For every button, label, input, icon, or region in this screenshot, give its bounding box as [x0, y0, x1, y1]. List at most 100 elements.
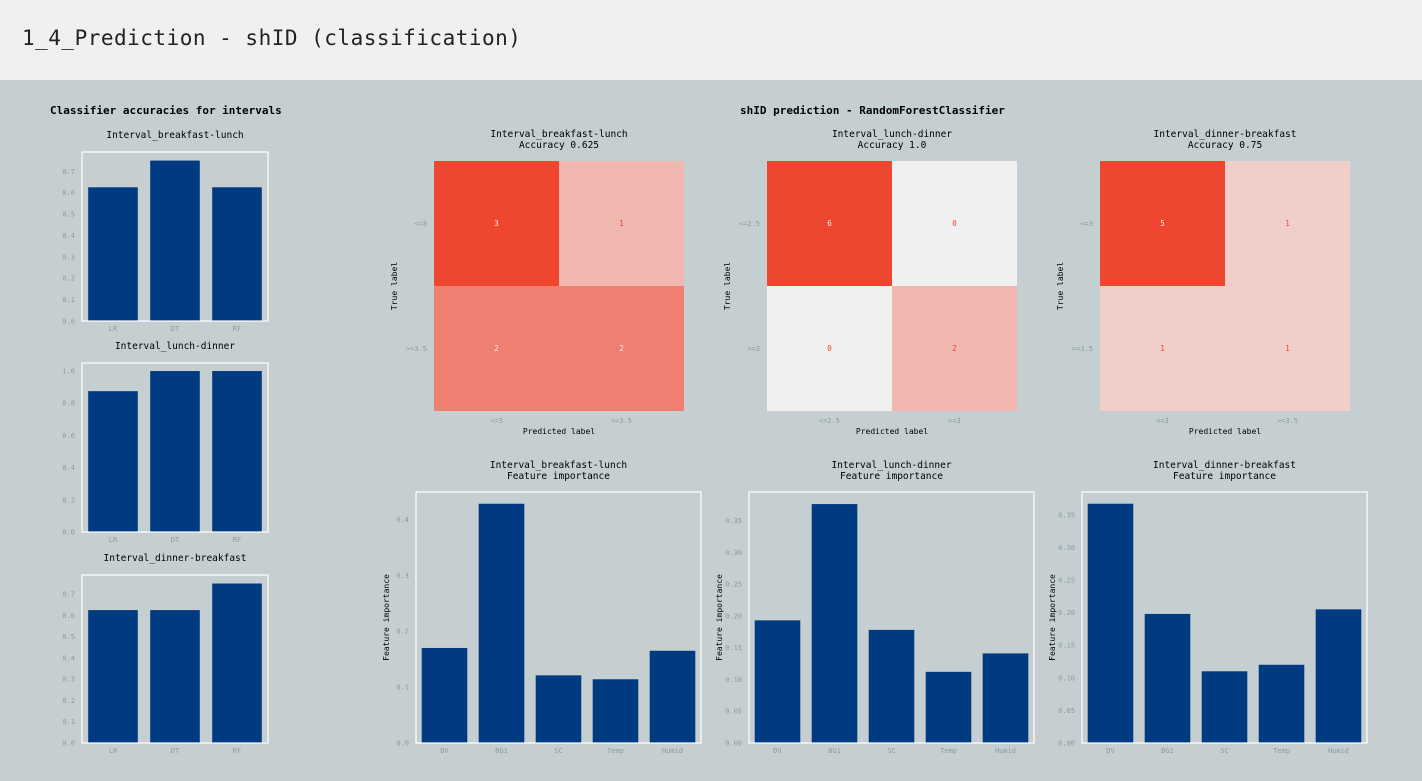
- y-tick-label: 0.3: [62, 253, 75, 261]
- bar-rf: [212, 187, 262, 321]
- cell-value: 3: [494, 219, 499, 228]
- bar-lr: [88, 391, 138, 532]
- y-axis-label: Feature importance: [715, 574, 724, 661]
- y-tick-label: 0.25: [1058, 577, 1075, 585]
- y-tick-label: 0.4: [62, 464, 75, 472]
- axes-frame: [1081, 491, 1368, 744]
- bar-temp: [592, 679, 639, 743]
- y-tick-label: <=3: [1080, 220, 1093, 228]
- y-tick-label: 0.35: [1058, 511, 1075, 519]
- chart-accuracy-lunch-dinner: Interval_lunch-dinner 0.0 0.2 0.4 0.6 0.8 1.0 L…: [62, 341, 269, 544]
- y-tick-label: 0.10: [725, 676, 742, 684]
- x-tick-label: BG1: [495, 747, 508, 755]
- chart-title: Interval_breakfast-lunch: [490, 129, 627, 140]
- y-tick-label: 0.2: [62, 275, 75, 283]
- y-tick-label: 0.10: [1058, 674, 1075, 682]
- y-tick-label: 0.00: [1058, 740, 1075, 748]
- y-axis-label: True label: [1056, 262, 1065, 310]
- rf-suptitle: shID prediction - RandomForestClassifier: [740, 104, 1005, 117]
- y-tick-label: >=3.5: [406, 345, 427, 353]
- y-tick-label: 0.6: [62, 432, 75, 440]
- matrix-cell: [767, 161, 892, 286]
- cell-value: 2: [494, 344, 499, 353]
- y-tick-label: 0.4: [62, 654, 75, 662]
- chart-subtitle: Feature importance: [507, 471, 610, 482]
- x-tick-label: Temp: [607, 747, 624, 755]
- page-title: 1_4_Prediction - shID (classification): [22, 26, 522, 50]
- x-tick-label: DT: [171, 536, 180, 544]
- y-tick-label: 0.0: [62, 740, 75, 748]
- chart-feature-importance-dinner-breakfast: Interval_dinner-breakfast Feature importa…: [1048, 460, 1368, 755]
- x-tick-label: DV: [440, 747, 449, 755]
- x-tick-label: SC: [887, 747, 895, 755]
- x-axis-label: Predicted label: [523, 427, 595, 436]
- y-tick-label: 0.15: [725, 644, 742, 652]
- bar-sc: [535, 675, 582, 743]
- x-tick-label: SC: [1220, 747, 1228, 755]
- y-axis-label: Feature importance: [1048, 574, 1057, 661]
- chart-title: Interval_dinner-breakfast: [1153, 460, 1296, 471]
- y-tick-label: <=3: [414, 220, 427, 228]
- bar-humid: [1315, 609, 1362, 743]
- cell-value: 1: [1160, 344, 1165, 353]
- y-tick-label: 0.6: [62, 189, 75, 197]
- cell-value: 1: [1285, 344, 1290, 353]
- y-tick-label: 0.3: [62, 676, 75, 684]
- chart-title: Interval_dinner-breakfast: [104, 553, 247, 564]
- bar-lr: [88, 610, 138, 743]
- y-tick-label: 0.1: [396, 684, 409, 692]
- y-tick-label: 0.5: [62, 633, 75, 641]
- matrix-cell: [1100, 286, 1225, 411]
- y-tick-label: 0.5: [62, 211, 75, 219]
- bar-lr: [88, 187, 138, 321]
- bar-sc: [868, 629, 915, 743]
- cell-value: 0: [827, 344, 832, 353]
- chart-title: Interval_breakfast-lunch: [490, 460, 627, 471]
- cell-value: 6: [827, 219, 832, 228]
- matrix-cell: [559, 161, 684, 286]
- x-tick-label: >=3.5: [611, 417, 632, 425]
- x-tick-label: Humid: [1328, 747, 1349, 755]
- x-tick-label: BG1: [828, 747, 841, 755]
- x-tick-label: DV: [773, 747, 782, 755]
- accuracy-panel: Classifier accuracies for intervals: [0, 80, 350, 781]
- chart-accuracy-breakfast-lunch: Interval_breakfast-lunch 0.0 0.1 0.2 0.3 0.4 0…: [62, 130, 269, 333]
- y-tick-label: >=3.5: [1072, 345, 1093, 353]
- y-tick-label: 0.05: [1058, 707, 1075, 715]
- cell-value: 2: [619, 344, 624, 353]
- y-tick-label: 0.30: [725, 549, 742, 557]
- matrix-cell: [1225, 286, 1350, 411]
- matrix-cell: [1225, 161, 1350, 286]
- y-tick-label: 0.1: [62, 718, 75, 726]
- bar-rf: [212, 583, 262, 743]
- matrix-cell: [892, 161, 1017, 286]
- y-axis-label: True label: [723, 262, 732, 310]
- bar-bg1: [1144, 613, 1191, 743]
- cell-value: 2: [952, 344, 957, 353]
- y-tick-label: 0.4: [62, 232, 75, 240]
- bar-dv: [1087, 503, 1134, 743]
- chart-title: Interval_breakfast-lunch: [106, 130, 243, 141]
- y-tick-label: 0.15: [1058, 642, 1075, 650]
- y-tick-label: 0.8: [62, 400, 75, 408]
- x-tick-label: RF: [233, 325, 241, 333]
- axes-frame: [415, 491, 702, 744]
- x-tick-label: SC: [554, 747, 562, 755]
- y-axis-label: True label: [390, 262, 399, 310]
- y-tick-label: 0.7: [62, 168, 75, 176]
- chart-title: Interval_dinner-breakfast: [1154, 129, 1297, 140]
- x-tick-label: >=3.5: [1277, 417, 1298, 425]
- y-tick-label: 0.0: [62, 318, 75, 326]
- matrix-cell: [1100, 161, 1225, 286]
- y-tick-label: 0.30: [1058, 544, 1075, 552]
- axes-frame: [81, 151, 269, 322]
- x-tick-label: Temp: [940, 747, 957, 755]
- accuracy-suptitle: Classifier accuracies for intervals: [50, 104, 282, 117]
- bar-sc: [1201, 671, 1248, 743]
- chart-title: Interval_lunch-dinner: [832, 129, 952, 140]
- x-tick-label: Temp: [1273, 747, 1290, 755]
- y-tick-label: 0.0: [62, 529, 75, 537]
- bar-temp: [925, 671, 972, 743]
